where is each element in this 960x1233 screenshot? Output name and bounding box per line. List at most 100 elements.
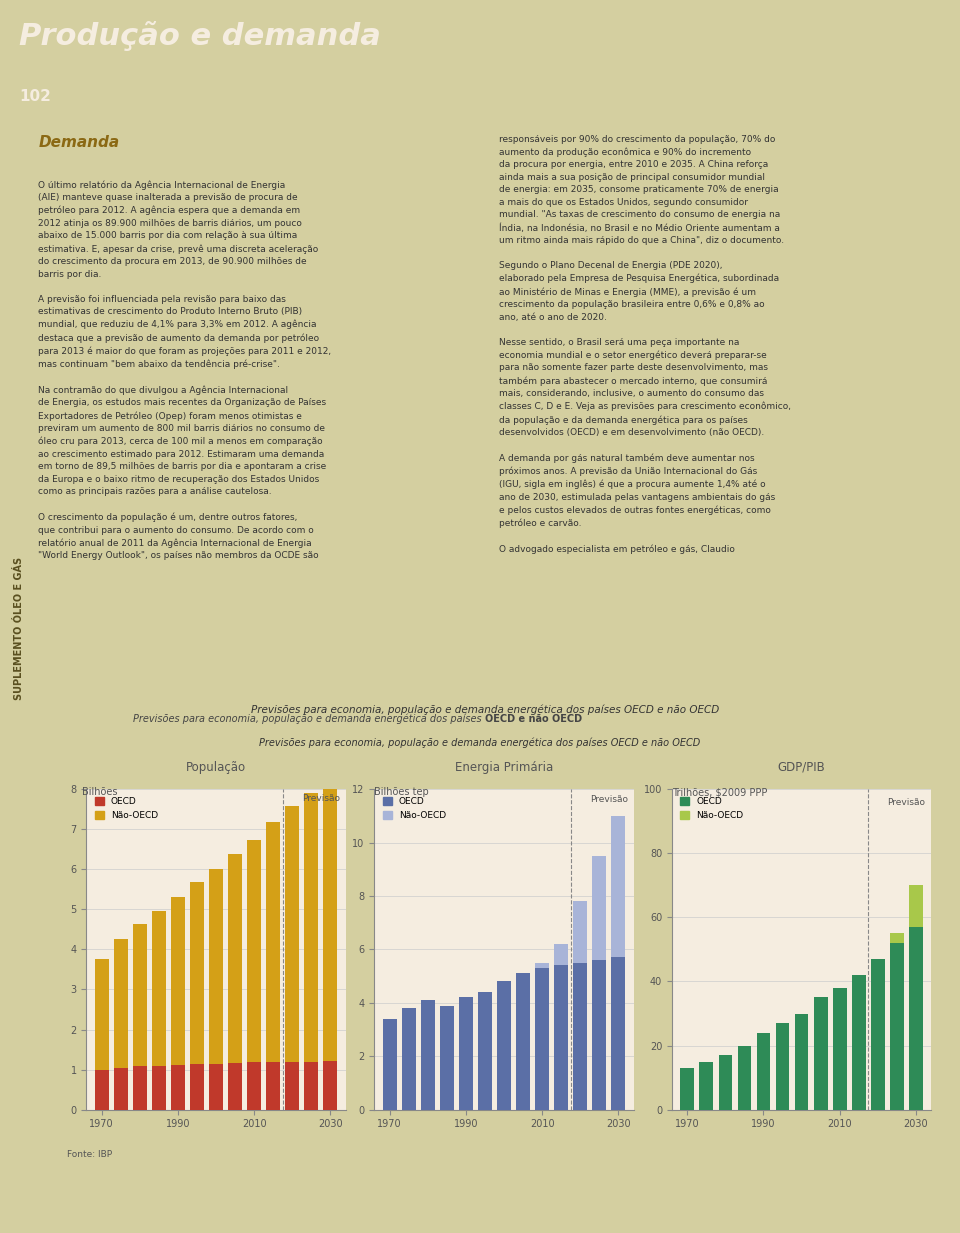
Bar [756, 1081, 770, 1110]
Bar [776, 1023, 789, 1110]
Bar [266, 821, 280, 1062]
Bar [440, 1006, 454, 1110]
Bar [852, 975, 866, 1110]
Bar [718, 1090, 732, 1110]
Bar [304, 793, 318, 1062]
Text: Previsões para economia, população e demanda energética dos países: Previsões para economia, população e dem… [133, 714, 485, 725]
Bar [909, 927, 923, 1110]
Bar [516, 977, 530, 1110]
Text: Previsão: Previsão [887, 798, 925, 808]
Bar [228, 1063, 242, 1110]
Bar [478, 993, 492, 1110]
Bar [573, 901, 588, 1110]
Text: Trilhões, $2009 PPP: Trilhões, $2009 PPP [672, 788, 767, 798]
Bar [795, 1014, 808, 1110]
Text: OECD e não OECD: OECD e não OECD [485, 714, 582, 724]
Bar [814, 1055, 828, 1110]
Bar [890, 943, 903, 1110]
Bar [383, 1025, 396, 1110]
Legend: OECD, Não-OECD: OECD, Não-OECD [677, 794, 747, 824]
Text: Produção e demanda: Produção e demanda [19, 21, 381, 51]
Text: 102: 102 [19, 89, 51, 105]
Text: GDP/PIB: GDP/PIB [778, 761, 826, 773]
Bar [612, 957, 625, 1110]
Bar [209, 869, 223, 1064]
Bar [516, 974, 530, 1110]
Bar [681, 1097, 694, 1110]
Bar [285, 805, 300, 1062]
Bar [304, 1062, 318, 1110]
Bar [114, 1068, 128, 1110]
Bar [814, 997, 828, 1110]
Bar [420, 1000, 435, 1110]
Bar [573, 963, 588, 1110]
Bar [285, 1062, 300, 1110]
Bar [833, 1039, 847, 1110]
Text: Previsão: Previsão [301, 794, 340, 803]
Bar [402, 1009, 416, 1110]
Bar [852, 1014, 866, 1110]
Bar [324, 780, 337, 1062]
Bar [190, 882, 204, 1064]
Text: Fonte: IBP: Fonte: IBP [67, 1149, 112, 1159]
Bar [95, 959, 108, 1069]
Bar [536, 968, 549, 1110]
Bar [478, 993, 492, 1110]
Bar [554, 965, 568, 1110]
Bar [420, 1014, 435, 1110]
Bar [324, 1062, 337, 1110]
Bar [612, 816, 625, 1110]
Text: SUPLEMENTO ÓLEO E GÁS: SUPLEMENTO ÓLEO E GÁS [14, 557, 24, 700]
Bar [871, 981, 885, 1110]
Bar [681, 1068, 694, 1110]
Bar [592, 856, 606, 1110]
Bar [776, 1074, 789, 1110]
Text: Previsões para economia, população e demanda energética dos países OECD e não OE: Previsões para economia, população e dem… [251, 704, 719, 715]
Bar [114, 940, 128, 1068]
Bar [266, 1062, 280, 1110]
Text: Bilhões tep: Bilhões tep [374, 788, 429, 798]
Bar [152, 911, 166, 1065]
Bar [871, 959, 885, 1110]
Text: responsáveis por 90% do crescimento da população, 70% do
aumento da produção eco: responsáveis por 90% do crescimento da p… [499, 134, 791, 554]
Bar [248, 1063, 261, 1110]
Bar [209, 1064, 223, 1110]
Bar [171, 1065, 184, 1110]
Text: O último relatório da Agência Internacional de Energia
(AIE) manteve quase inalt: O último relatório da Agência Internacio… [38, 180, 331, 560]
Bar [700, 1094, 713, 1110]
Bar [890, 933, 903, 1110]
Bar [909, 885, 923, 1110]
Bar [132, 925, 147, 1067]
Bar [795, 1068, 808, 1110]
Bar [497, 984, 511, 1110]
Legend: OECD, Não-OECD: OECD, Não-OECD [379, 794, 449, 824]
Bar [440, 1009, 454, 1110]
Bar [152, 1065, 166, 1110]
Bar [190, 1064, 204, 1110]
Text: População: População [186, 761, 246, 773]
Bar [700, 1062, 713, 1110]
Bar [737, 1088, 752, 1110]
Bar [383, 1018, 396, 1110]
Bar [718, 1055, 732, 1110]
Bar [95, 1069, 108, 1110]
Bar [536, 963, 549, 1110]
Legend: OECD, Não-OECD: OECD, Não-OECD [91, 794, 161, 824]
Text: Bilhões: Bilhões [82, 788, 117, 798]
Bar [171, 896, 184, 1065]
Bar [554, 944, 568, 1110]
Bar [248, 840, 261, 1063]
Bar [592, 961, 606, 1110]
Bar [132, 1067, 147, 1110]
Text: Energia Primária: Energia Primária [455, 761, 553, 773]
Bar [459, 997, 472, 1110]
Text: Previsões para economia, população e demanda energética dos países OECD e não OE: Previsões para economia, população e dem… [259, 737, 701, 748]
Text: Previsão: Previsão [589, 795, 628, 804]
Bar [756, 1033, 770, 1110]
Bar [228, 854, 242, 1063]
Text: Demanda: Demanda [38, 134, 120, 149]
Bar [833, 988, 847, 1110]
Bar [737, 1046, 752, 1110]
Bar [497, 981, 511, 1110]
Bar [459, 1000, 472, 1110]
